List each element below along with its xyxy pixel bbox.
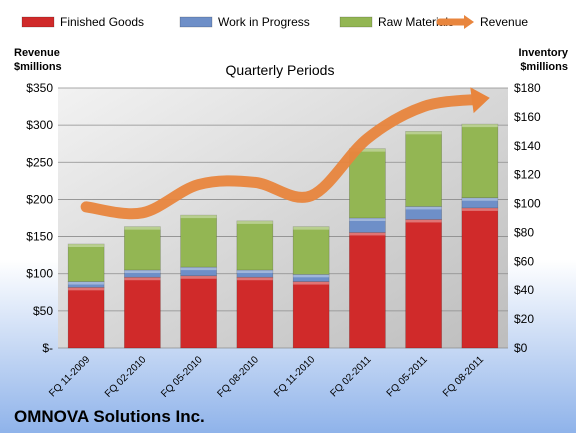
bar-highlight xyxy=(124,226,161,230)
bar-raw-materials xyxy=(405,131,442,207)
bar-highlight xyxy=(461,197,498,201)
left-tick-label: $100 xyxy=(26,267,53,281)
bar-finished-goods xyxy=(461,207,499,349)
left-axis-label: Revenue xyxy=(14,47,60,59)
left-axis-unit: $millions xyxy=(14,61,62,73)
bar-highlight xyxy=(68,287,105,291)
legend-label: Finished Goods xyxy=(60,15,144,29)
bar-highlight xyxy=(405,219,442,223)
bar-highlight xyxy=(349,218,386,221)
bar-highlight xyxy=(180,275,217,279)
bar-raw-materials xyxy=(124,226,161,271)
bar-highlight xyxy=(236,270,273,273)
bar-raw-materials xyxy=(67,243,105,282)
company-name: OMNOVA Solutions Inc. xyxy=(14,407,205,426)
bar-finished-goods xyxy=(349,232,386,349)
bar-highlight xyxy=(124,277,161,281)
revenue-arrowhead xyxy=(470,87,490,114)
right-tick-label: $60 xyxy=(514,254,534,268)
right-tick-label: $140 xyxy=(514,139,541,153)
right-tick-label: $160 xyxy=(514,110,541,124)
right-tick-label: $80 xyxy=(514,225,534,239)
right-tick-label: $20 xyxy=(514,312,534,326)
legend-arrow-swatch xyxy=(464,15,474,29)
bar-finished-goods xyxy=(236,276,274,349)
right-tick-label: $180 xyxy=(514,81,541,95)
bar-highlight xyxy=(461,207,498,211)
right-axis-label: Inventory xyxy=(518,47,568,59)
right-axis-unit: $millions xyxy=(520,61,568,73)
bar-highlight xyxy=(293,226,330,230)
left-tick-label: $150 xyxy=(26,230,53,244)
left-tick-label: $50 xyxy=(33,304,53,318)
bar-highlight xyxy=(180,267,217,271)
legend-swatch xyxy=(21,16,55,28)
bar-highlight xyxy=(293,274,330,278)
legend-item-work-in-progress: Work in Progress xyxy=(179,15,310,29)
left-tick-label: $200 xyxy=(26,192,53,206)
legend-label: Work in Progress xyxy=(218,15,310,29)
bar-highlight xyxy=(236,277,273,281)
legend-swatch xyxy=(179,16,213,28)
bar-highlight xyxy=(293,281,330,285)
bar-highlight xyxy=(124,270,161,273)
bar-highlight xyxy=(405,131,442,135)
bar-raw-materials xyxy=(349,148,386,219)
bar-raw-materials xyxy=(180,214,217,268)
legend-item-finished-goods: Finished Goods xyxy=(21,15,144,29)
legend-item-revenue: Revenue xyxy=(436,15,528,29)
legend-label: Revenue xyxy=(480,15,528,29)
bar-finished-goods xyxy=(292,281,330,349)
bar-highlight xyxy=(68,281,105,285)
bar-highlight xyxy=(461,124,498,128)
bar-finished-goods xyxy=(180,275,217,349)
left-tick-label: $350 xyxy=(26,81,53,95)
legend-item-raw-materials: Raw Materials xyxy=(339,15,454,29)
bar-raw-materials xyxy=(461,123,499,199)
right-tick-label: $40 xyxy=(514,283,534,297)
legend-label: Raw Materials xyxy=(378,15,454,29)
left-tick-label: $300 xyxy=(26,118,53,132)
left-tick-label: $250 xyxy=(26,155,53,169)
bar-highlight xyxy=(349,232,386,236)
left-tick-label: $- xyxy=(42,341,53,355)
bar-finished-goods xyxy=(124,276,161,349)
bar-highlight xyxy=(349,148,386,152)
right-tick-label: $0 xyxy=(514,341,528,355)
bar-finished-goods xyxy=(405,219,442,349)
bar-finished-goods xyxy=(67,287,105,349)
revenue-line xyxy=(80,93,486,220)
right-tick-label: $100 xyxy=(514,197,541,211)
chart-title: Quarterly Periods xyxy=(226,62,335,78)
bar-highlight xyxy=(405,206,442,210)
legend-swatch xyxy=(339,16,373,28)
bar-raw-materials xyxy=(236,220,274,271)
right-tick-label: $120 xyxy=(514,168,541,182)
bar-highlight xyxy=(180,215,217,219)
bar-highlight xyxy=(68,244,105,247)
bar-raw-materials xyxy=(292,226,330,275)
bar-highlight xyxy=(236,220,273,224)
